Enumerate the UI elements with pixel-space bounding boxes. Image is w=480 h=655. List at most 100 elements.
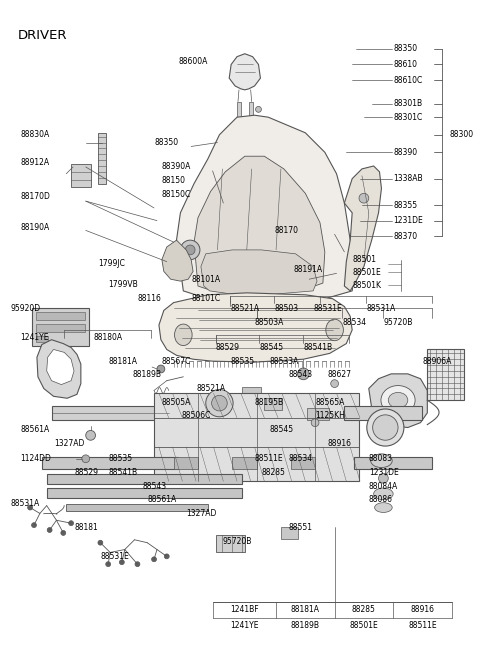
Text: 88561A: 88561A (147, 495, 177, 504)
Circle shape (120, 560, 124, 565)
Circle shape (255, 118, 262, 124)
Bar (47, 488, 242, 498)
Text: 88503A: 88503A (254, 318, 284, 327)
Text: 88610: 88610 (393, 60, 417, 69)
Ellipse shape (206, 390, 233, 417)
Text: 88912A: 88912A (20, 158, 49, 166)
Text: 88501: 88501 (352, 255, 376, 264)
Text: 88170: 88170 (274, 226, 298, 235)
Bar (427, 350, 465, 400)
Text: 1124DD: 1124DD (20, 455, 51, 463)
Bar (47, 474, 242, 484)
Bar (32, 309, 89, 346)
Text: 1231DE: 1231DE (369, 468, 398, 477)
Text: 88565A: 88565A (315, 398, 345, 407)
Text: 88170D: 88170D (20, 192, 50, 200)
Text: 88535: 88535 (230, 357, 254, 365)
Circle shape (98, 540, 103, 545)
Text: 88541B: 88541B (303, 343, 333, 352)
Text: 88521A: 88521A (196, 384, 225, 393)
Text: 88529: 88529 (216, 343, 240, 352)
Bar (154, 394, 359, 481)
Circle shape (240, 396, 250, 406)
Text: 1799JC: 1799JC (98, 259, 125, 268)
Text: 88101C: 88101C (191, 294, 220, 303)
Ellipse shape (212, 396, 227, 411)
Ellipse shape (326, 319, 343, 341)
Circle shape (69, 521, 73, 525)
Text: 88916: 88916 (410, 605, 434, 614)
Polygon shape (177, 115, 354, 303)
Circle shape (61, 531, 66, 535)
Text: 88529: 88529 (74, 468, 98, 477)
Polygon shape (201, 250, 317, 295)
Text: 88101A: 88101A (191, 274, 220, 284)
Circle shape (185, 245, 195, 255)
Text: 88390A: 88390A (162, 162, 191, 172)
Text: 88906A: 88906A (422, 357, 452, 365)
Polygon shape (47, 350, 74, 384)
Text: 88084A: 88084A (369, 481, 398, 491)
Text: 1327AD: 1327AD (186, 509, 216, 518)
Text: 88531E: 88531E (100, 552, 129, 561)
Text: 88531A: 88531A (367, 304, 396, 313)
Text: 88189B: 88189B (132, 370, 162, 379)
Text: 88506C: 88506C (181, 411, 211, 421)
Bar (354, 457, 432, 468)
Text: 88511E: 88511E (408, 621, 437, 630)
Text: 88534: 88534 (289, 455, 313, 463)
Ellipse shape (374, 502, 392, 512)
Text: 88181A: 88181A (291, 605, 320, 614)
Text: 88545: 88545 (269, 425, 293, 434)
Text: 88150C: 88150C (162, 190, 191, 198)
Bar (66, 504, 208, 512)
Text: 88083: 88083 (369, 455, 393, 463)
Text: 88505A: 88505A (162, 398, 191, 407)
Text: 88567C: 88567C (162, 357, 191, 365)
Circle shape (47, 527, 52, 533)
Text: 88535: 88535 (108, 455, 132, 463)
Circle shape (298, 368, 309, 380)
Text: 88116: 88116 (137, 294, 161, 303)
Text: 88545: 88545 (260, 343, 284, 352)
Ellipse shape (381, 386, 415, 415)
Text: 88285: 88285 (352, 605, 376, 614)
Text: 88350: 88350 (393, 45, 417, 53)
Bar (216, 535, 245, 552)
Ellipse shape (175, 324, 192, 346)
Polygon shape (162, 240, 193, 281)
Text: 88180A: 88180A (94, 333, 123, 343)
Bar (98, 133, 106, 183)
Text: 1338AB: 1338AB (393, 174, 423, 183)
Bar (232, 457, 256, 468)
Text: 88531E: 88531E (313, 304, 342, 313)
Circle shape (82, 455, 90, 462)
Text: 95920D: 95920D (11, 304, 41, 313)
Text: 88301B: 88301B (393, 99, 422, 108)
Bar (36, 324, 85, 332)
Text: 88181: 88181 (74, 523, 98, 532)
Text: 88501K: 88501K (352, 280, 381, 290)
Circle shape (28, 505, 33, 510)
Bar (307, 408, 329, 420)
Text: 88521A: 88521A (230, 304, 259, 313)
Text: 1327AD: 1327AD (55, 439, 85, 447)
Text: 88511E: 88511E (254, 455, 283, 463)
Text: 88189B: 88189B (291, 621, 320, 630)
Ellipse shape (388, 392, 408, 408)
Text: 88390: 88390 (393, 148, 417, 157)
Bar (242, 386, 262, 398)
Bar (36, 312, 85, 320)
Polygon shape (159, 293, 352, 362)
Bar (249, 102, 252, 119)
Text: 95720B: 95720B (222, 537, 252, 546)
Text: 88501E: 88501E (352, 268, 381, 277)
Text: 1231DE: 1231DE (393, 216, 423, 225)
Text: 88543: 88543 (143, 481, 167, 491)
Text: 88503: 88503 (274, 304, 298, 313)
Text: 88561A: 88561A (20, 425, 49, 434)
Ellipse shape (373, 488, 393, 500)
Text: 88501E: 88501E (349, 621, 378, 630)
Text: 88195B: 88195B (254, 398, 284, 407)
Text: 88543: 88543 (289, 370, 313, 379)
